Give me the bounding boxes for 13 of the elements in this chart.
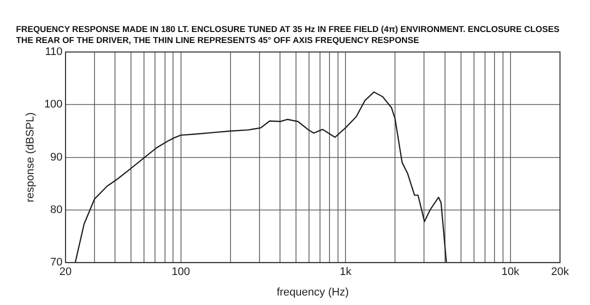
y-tick-label: 110 xyxy=(45,46,63,58)
y-tick-label: 80 xyxy=(50,204,63,216)
x-axis-title: frequency (Hz) xyxy=(276,286,349,298)
x-tick-label: 20 xyxy=(59,266,72,278)
chart-title: FREQUENCY RESPONSE MADE IN 180 LT. ENCLOSURE TUNED AT 35 Hz IN FREE FIELD (4π) ENVIRONMENT. ENCLOSURE CLOSES THE REAR OF THE DRIVER, THE THIN LINE REPRESENTS 45° OFF AXIS FREQUENCY RESPONSE xyxy=(16,24,560,46)
x-tick-label: 20k xyxy=(551,266,570,278)
y-axis-title: response (dBSPL) xyxy=(24,112,37,202)
y-tick-label: 70 xyxy=(50,256,63,269)
y-tick-label: 90 xyxy=(50,151,63,164)
x-tick-label: 100 xyxy=(172,266,190,278)
x-tick-label: 1k xyxy=(340,266,352,278)
x-tick-label: 10k xyxy=(502,266,520,278)
y-tick-label: 100 xyxy=(44,98,63,111)
